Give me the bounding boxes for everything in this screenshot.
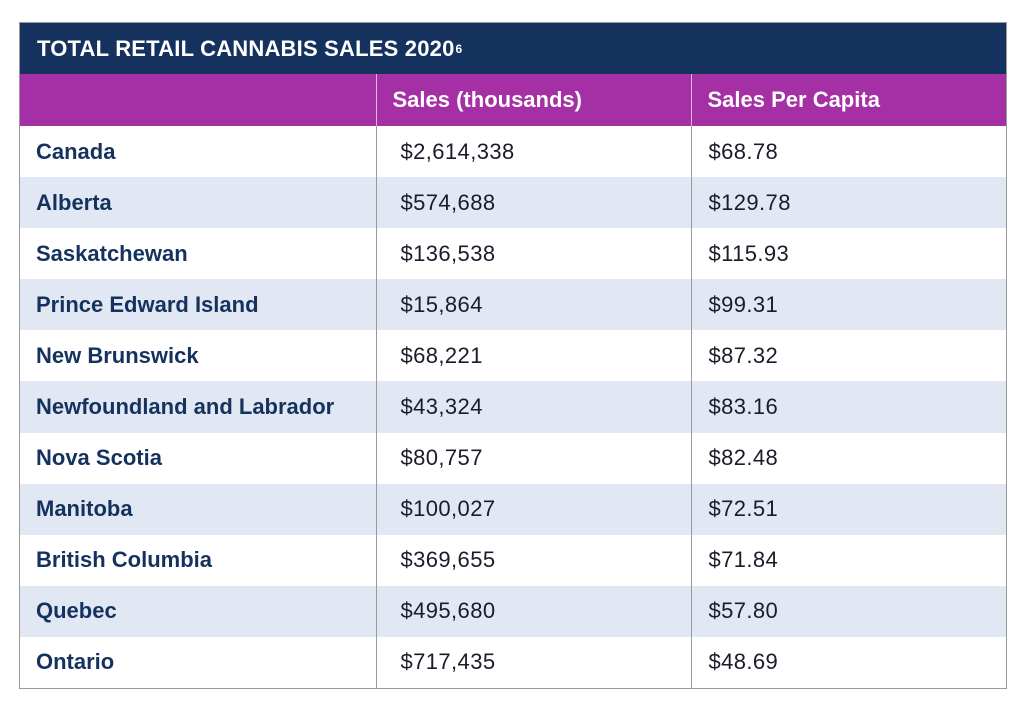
table-row: Newfoundland and Labrador $43,324 $83.16 bbox=[20, 381, 1006, 433]
cell-sales: $574,688 bbox=[375, 177, 691, 229]
cell-per-capita: $48.69 bbox=[690, 636, 1006, 689]
sales-table-card: TOTAL RETAIL CANNABIS SALES 2020 6 Sales … bbox=[19, 22, 1007, 689]
cell-per-capita: $71.84 bbox=[690, 534, 1006, 586]
table-row: Quebec $495,680 $57.80 bbox=[20, 585, 1006, 637]
cell-sales: $68,221 bbox=[375, 330, 691, 382]
cell-region: Canada bbox=[36, 138, 116, 164]
cell-region: Saskatchewan bbox=[36, 240, 188, 266]
header-per-capita: Sales Per Capita bbox=[690, 74, 1006, 126]
table-row: Manitoba $100,027 $72.51 bbox=[20, 483, 1006, 535]
cell-per-capita: $83.16 bbox=[690, 381, 1006, 433]
header-row: Sales (thousands) Sales Per Capita bbox=[20, 74, 1006, 126]
header-sales: Sales (thousands) bbox=[375, 74, 691, 126]
table-row: Alberta $574,688 $129.78 bbox=[20, 177, 1006, 229]
sales-table: Sales (thousands) Sales Per Capita Canad… bbox=[20, 74, 1006, 689]
cell-per-capita: $129.78 bbox=[690, 177, 1006, 229]
cell-sales: $15,864 bbox=[375, 279, 691, 331]
table-row: Saskatchewan $136,538 $115.93 bbox=[20, 228, 1006, 280]
cell-region: Newfoundland and Labrador bbox=[20, 381, 376, 433]
table-row: Nova Scotia $80,757 $82.48 bbox=[20, 432, 1006, 484]
cell-region: British Columbia bbox=[36, 547, 213, 573]
cell-sales: $43,324 bbox=[375, 381, 691, 433]
cell-per-capita: $57.80 bbox=[690, 585, 1006, 637]
table-row: Ontario $717,435 $48.69 bbox=[20, 636, 1006, 689]
cell-sales: $495,680 bbox=[375, 585, 691, 637]
cell-sales: $80,757 bbox=[375, 432, 691, 484]
cell-sales: $369,655 bbox=[375, 534, 691, 586]
table-row: Prince Edward Island $15,864 $99.31 bbox=[20, 279, 1006, 331]
table-row: Canada $2,614,338 $68.78 bbox=[20, 126, 1006, 178]
cell-region: Ontario bbox=[36, 649, 115, 675]
cell-sales: $2,614,338 bbox=[375, 126, 691, 178]
cell-region: New Brunswick bbox=[36, 342, 199, 368]
table-title: TOTAL RETAIL CANNABIS SALES 2020 bbox=[37, 35, 455, 61]
cell-per-capita: $115.93 bbox=[690, 228, 1006, 280]
table-row: British Columbia $369,655 $71.84 bbox=[20, 534, 1006, 586]
cell-region: Prince Edward Island bbox=[20, 279, 376, 331]
cell-per-capita: $82.48 bbox=[690, 432, 1006, 484]
cell-region: Alberta bbox=[20, 177, 376, 229]
cell-per-capita: $68.78 bbox=[690, 126, 1006, 178]
cell-per-capita: $99.31 bbox=[690, 279, 1006, 331]
table-header: Sales (thousands) Sales Per Capita bbox=[20, 74, 1006, 126]
cell-sales: $717,435 bbox=[375, 636, 691, 689]
cell-per-capita: $87.32 bbox=[690, 330, 1006, 382]
table-title-bar: TOTAL RETAIL CANNABIS SALES 2020 6 bbox=[20, 23, 1006, 74]
table-body: Canada $2,614,338 $68.78 Alberta $574,688 $12… bbox=[20, 126, 1006, 689]
cell-region: Nova Scotia bbox=[36, 445, 162, 471]
cell-region: Manitoba bbox=[20, 483, 376, 535]
cell-per-capita: $72.51 bbox=[690, 483, 1006, 535]
header-region bbox=[20, 74, 376, 126]
table-row: New Brunswick $68,221 $87.32 bbox=[20, 330, 1006, 382]
cell-sales: $136,538 bbox=[375, 228, 691, 280]
cell-sales: $100,027 bbox=[375, 483, 691, 535]
cell-region: Quebec bbox=[20, 585, 376, 637]
